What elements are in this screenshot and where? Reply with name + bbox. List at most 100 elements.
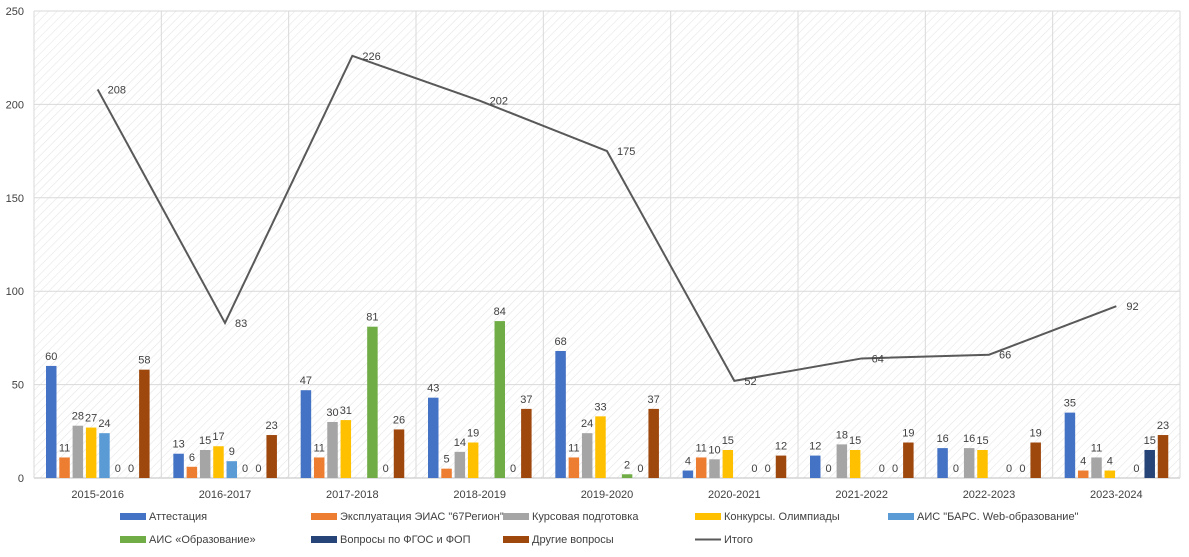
bar-value-label: 0 xyxy=(115,463,121,475)
bar xyxy=(139,369,150,478)
legend-label: АИС "БАРС. Web-образование" xyxy=(917,511,1079,523)
bar-value-label: 16 xyxy=(936,433,948,445)
bar-value-label: 13 xyxy=(172,439,184,451)
bar-value-label: 10 xyxy=(708,444,720,456)
bar xyxy=(441,468,452,478)
x-tick-label: 2015-2016 xyxy=(71,489,124,501)
bar xyxy=(568,457,580,478)
bar-value-label: 0 xyxy=(128,463,134,475)
y-tick-label: 250 xyxy=(6,6,24,18)
legend-swatch xyxy=(503,536,529,543)
bar-value-label: 19 xyxy=(1030,428,1042,440)
bar-value-label: 84 xyxy=(494,306,506,318)
bar-value-label: 15 xyxy=(1144,435,1156,447)
x-tick-label: 2021-2022 xyxy=(835,489,888,501)
total-line-label: 66 xyxy=(999,350,1011,362)
bar xyxy=(313,457,325,478)
bar-value-label: 17 xyxy=(212,431,224,443)
bar-value-label: 0 xyxy=(892,463,898,475)
bar xyxy=(849,449,861,478)
bar-value-label: 81 xyxy=(366,312,378,324)
x-tick-label: 2016-2017 xyxy=(199,489,252,501)
total-line: 208 83 226 202 175 52 64 66 92 xyxy=(96,51,1139,388)
bar xyxy=(722,449,734,478)
total-line-label: 226 xyxy=(362,51,380,63)
bar-value-label: 0 xyxy=(751,463,757,475)
legend-swatch xyxy=(695,513,721,520)
bar-value-label: 0 xyxy=(510,463,516,475)
bar xyxy=(300,390,312,478)
bar xyxy=(1064,412,1076,478)
bar xyxy=(428,397,439,478)
legend-label: Вопросы по ФГОС и ФОП xyxy=(340,534,471,546)
bar xyxy=(454,451,466,478)
bar-value-label: 0 xyxy=(242,463,248,475)
bar-value-label: 0 xyxy=(1006,463,1012,475)
x-tick-label: 2017-2018 xyxy=(326,489,379,501)
legend-item: Курсовая подготовка xyxy=(503,511,639,523)
bar xyxy=(1104,470,1116,478)
legend-swatch xyxy=(120,536,146,543)
y-axis: 0 50 100 150 200 250 xyxy=(6,6,24,485)
bar-value-label: 5 xyxy=(443,454,449,466)
legend-label: Аттестация xyxy=(149,511,207,523)
bar xyxy=(327,421,338,478)
y-tick-label: 150 xyxy=(6,193,24,205)
bar-value-label: 35 xyxy=(1064,398,1076,410)
total-line-label: 64 xyxy=(872,353,884,365)
bar-value-label: 31 xyxy=(340,405,352,417)
bar-value-label: 0 xyxy=(825,463,831,475)
bar xyxy=(85,427,97,478)
x-tick-label: 2023-2024 xyxy=(1090,489,1143,501)
legend-label: Другие вопросы xyxy=(532,534,614,546)
legend-label: Конкурсы. Олимпиады xyxy=(724,511,840,523)
legend-item: Другие вопросы xyxy=(503,534,614,546)
bar-value-label: 37 xyxy=(520,394,532,406)
bar-value-label: 16 xyxy=(963,433,975,445)
bar-value-label: 0 xyxy=(1019,463,1025,475)
x-tick-label: 2020-2021 xyxy=(708,489,761,501)
bar-value-label: 60 xyxy=(45,351,57,363)
bar-value-label: 19 xyxy=(902,428,914,440)
bar-value-label: 24 xyxy=(581,418,593,430)
bars xyxy=(46,321,1169,478)
y-tick-label: 200 xyxy=(6,99,24,111)
bar-value-label: 26 xyxy=(393,414,405,426)
bar xyxy=(186,466,198,478)
bar xyxy=(1157,435,1169,478)
total-line-label: 83 xyxy=(235,318,247,330)
legend-item: Конкурсы. Олимпиады xyxy=(695,511,840,523)
legend-label: Курсовая подготовка xyxy=(532,511,639,523)
bar-value-label: 47 xyxy=(300,375,312,387)
bar xyxy=(1144,449,1155,478)
bar xyxy=(621,474,633,478)
bar xyxy=(963,448,975,478)
bar-value-label: 0 xyxy=(1133,463,1139,475)
bar-value-label: 0 xyxy=(637,463,643,475)
legend: Аттестация Эксплуатация ЭИАС "67Регион" Ку… xyxy=(120,511,1079,546)
legend-swatch xyxy=(503,513,529,520)
bar xyxy=(709,459,720,478)
bar-value-label: 0 xyxy=(255,463,261,475)
y-tick-label: 50 xyxy=(12,380,24,392)
bar xyxy=(340,420,352,478)
bar-value-label: 23 xyxy=(1157,420,1169,432)
bar-value-label: 11 xyxy=(1091,442,1102,454)
x-tick-label: 2022-2023 xyxy=(963,489,1016,501)
bar-value-label: 4 xyxy=(1080,456,1086,468)
bar xyxy=(226,461,238,478)
legend-label: АИС «Образование» xyxy=(149,534,256,546)
bar xyxy=(266,435,277,478)
bar-value-label: 43 xyxy=(427,383,439,395)
y-tick-label: 100 xyxy=(6,286,24,298)
bar xyxy=(648,408,659,478)
bar-value-label: 19 xyxy=(467,428,479,440)
bar-value-label: 12 xyxy=(809,441,821,453)
legend-label: Итого xyxy=(724,534,753,546)
bar xyxy=(494,321,505,478)
bar xyxy=(836,444,848,478)
y-tick-label: 0 xyxy=(18,473,24,485)
bar-value-label: 58 xyxy=(138,355,150,367)
total-line-label: 92 xyxy=(1126,301,1138,313)
